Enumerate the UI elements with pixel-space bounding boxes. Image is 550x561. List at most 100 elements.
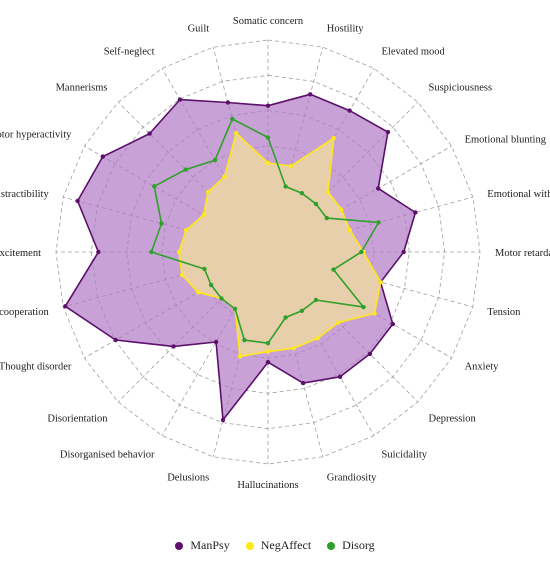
chart-legend: ManPsy NegAffect Disorg	[0, 538, 550, 554]
data-point-disorg-tension	[331, 267, 336, 272]
axis-label-mannerisms: Mannerisms	[56, 83, 108, 94]
axis-label-anxiety: Anxiety	[465, 362, 500, 373]
legend-label-disorg: Disorg	[342, 538, 375, 552]
axis-label-tension: Tension	[487, 307, 521, 318]
data-point-disorg-uncooperation	[202, 266, 207, 272]
legend-swatch-negaffect	[245, 541, 254, 550]
data-point-manpsy-emotional-withdrawal	[413, 210, 418, 215]
data-point-manpsy-somatic-concern	[265, 103, 271, 108]
data-point-manpsy-emotional-blunting	[376, 186, 381, 191]
data-point-disorg-depression	[313, 297, 319, 303]
axis-label-delusions: Delusions	[167, 472, 209, 483]
data-point-manpsy-suspiciousness	[385, 129, 391, 135]
data-point-negaffect-hallucinations	[265, 349, 271, 354]
data-point-disorg-elevated-mood	[299, 191, 305, 196]
axis-label-uncooperation: Uncooperation	[0, 307, 49, 318]
data-point-manpsy-mannerisms	[147, 131, 152, 136]
data-point-disorg-grandiosity	[283, 315, 288, 320]
axis-label-hallucinations: Hallucinations	[237, 480, 298, 491]
data-point-manpsy-elevated-mood	[347, 108, 352, 113]
axis-label-disorganised-behavior: Disorganised behavior	[60, 450, 155, 461]
data-point-manpsy-hallucinations	[265, 360, 271, 365]
data-point-negaffect-emotional-withdrawal	[347, 227, 353, 233]
data-point-negaffect-self-neglect	[222, 174, 227, 179]
axis-label-disorientation: Disorientation	[47, 414, 108, 425]
data-point-negaffect-depression	[336, 320, 341, 325]
axis-label-guilt: Guilt	[188, 24, 210, 35]
axis-label-motor-retardation: Motor retardation	[495, 248, 550, 259]
data-point-negaffect-excitement	[176, 249, 182, 255]
data-point-negaffect-thought-disorder	[196, 290, 201, 295]
data-point-disorg-emotional-withdrawal	[376, 220, 381, 225]
axis-label-depression: Depression	[429, 414, 477, 425]
data-point-disorg-disorganised-behavior	[232, 306, 238, 312]
data-point-negaffect-emotional-blunting	[339, 207, 344, 212]
data-point-manpsy-distractibility	[75, 198, 80, 204]
data-point-manpsy-delusions	[220, 417, 226, 423]
data-point-manpsy-suicidality	[337, 374, 343, 379]
data-point-negaffect-elevated-mood	[331, 136, 336, 141]
data-point-disorg-excitement	[149, 249, 154, 255]
data-point-manpsy-self-neglect	[177, 97, 183, 102]
data-point-disorg-motor-hyperactivity	[152, 184, 157, 189]
data-point-manpsy-uncooperation	[63, 304, 68, 309]
data-point-disorg-motor-retardation	[359, 249, 364, 255]
data-point-disorg-distractibility	[159, 221, 164, 226]
legend-item-manpsy: ManPsy	[175, 538, 230, 553]
data-point-manpsy-guilt	[225, 100, 231, 105]
data-point-disorg-thought-disorder	[208, 282, 214, 288]
data-point-negaffect-tension	[378, 280, 383, 285]
axis-label-distractibility: Distractibility	[0, 189, 49, 200]
radar-chart: Somatic concern Hostility Elevated mood Sus…	[0, 16, 550, 491]
data-point-negaffect-somatic-concern	[265, 160, 271, 166]
data-point-disorg-somatic-concern	[265, 135, 271, 140]
axis-label-emotional-withdrawal: Emotional withdrawal	[487, 189, 550, 200]
data-point-negaffect-grandiosity	[291, 346, 296, 351]
data-point-manpsy-grandiosity	[300, 380, 306, 386]
legend-swatch-manpsy	[175, 541, 184, 550]
radar-axis-labels: Somatic concern Hostility Elevated mood Sus…	[0, 16, 550, 491]
data-point-disorg-suicidality	[299, 308, 305, 313]
data-point-negaffect-suspiciousness	[325, 189, 331, 195]
data-point-manpsy-thought-disorder	[113, 337, 118, 343]
legend-label-negaffect: NegAffect	[260, 538, 312, 552]
legend-item-negaffect: NegAffect	[245, 538, 312, 553]
axis-label-excitement: Excitement	[0, 248, 41, 259]
radar-series-points	[63, 92, 418, 423]
data-point-negaffect-suicidality	[315, 336, 320, 341]
data-point-disorg-suspiciousness	[313, 201, 319, 207]
data-point-negaffect-guilt	[234, 131, 239, 136]
data-point-manpsy-hostility	[308, 92, 313, 97]
data-point-disorg-delusions	[242, 337, 247, 343]
axis-label-thought-disorder: Thought disorder	[0, 362, 72, 373]
data-point-negaffect-hostility	[288, 163, 294, 169]
data-point-manpsy-motor-retardation	[401, 249, 406, 255]
data-point-disorg-mannerisms	[183, 167, 188, 172]
legend-item-disorg: Disorg	[327, 538, 375, 553]
radar-series-areas	[65, 94, 416, 420]
data-point-negaffect-uncooperation	[179, 272, 185, 278]
data-point-disorg-emotional-blunting	[324, 215, 329, 221]
data-point-disorg-guilt	[230, 116, 235, 122]
data-point-disorg-hostility	[283, 184, 288, 189]
axis-label-self-neglect: Self-neglect	[104, 46, 155, 57]
axis-label-grandiosity: Grandiosity	[327, 472, 377, 483]
data-point-manpsy-disorientation	[171, 344, 176, 349]
legend-swatch-disorg	[327, 541, 336, 550]
data-point-manpsy-anxiety	[390, 321, 395, 327]
data-point-manpsy-motor-hyperactivity	[100, 154, 106, 159]
data-point-manpsy-disorganised-behavior	[213, 339, 219, 345]
data-point-negaffect-anxiety	[372, 311, 377, 316]
data-point-negaffect-distractibility	[183, 227, 189, 233]
data-point-negaffect-mannerisms	[205, 189, 211, 195]
axis-label-elevated-mood: Elevated mood	[382, 46, 446, 57]
axis-label-motor-hyperactivity: Motor hyperactivity	[0, 130, 72, 141]
data-point-disorg-anxiety	[361, 304, 366, 310]
axis-label-somatic-concern: Somatic concern	[233, 16, 304, 27]
data-point-manpsy-excitement	[96, 249, 101, 255]
axis-label-hostility: Hostility	[327, 24, 365, 35]
axis-label-emotional-blunting: Emotional blunting	[465, 135, 547, 146]
data-point-manpsy-depression	[367, 351, 373, 357]
data-point-disorg-self-neglect	[212, 158, 218, 163]
data-point-negaffect-delusions	[237, 354, 243, 359]
